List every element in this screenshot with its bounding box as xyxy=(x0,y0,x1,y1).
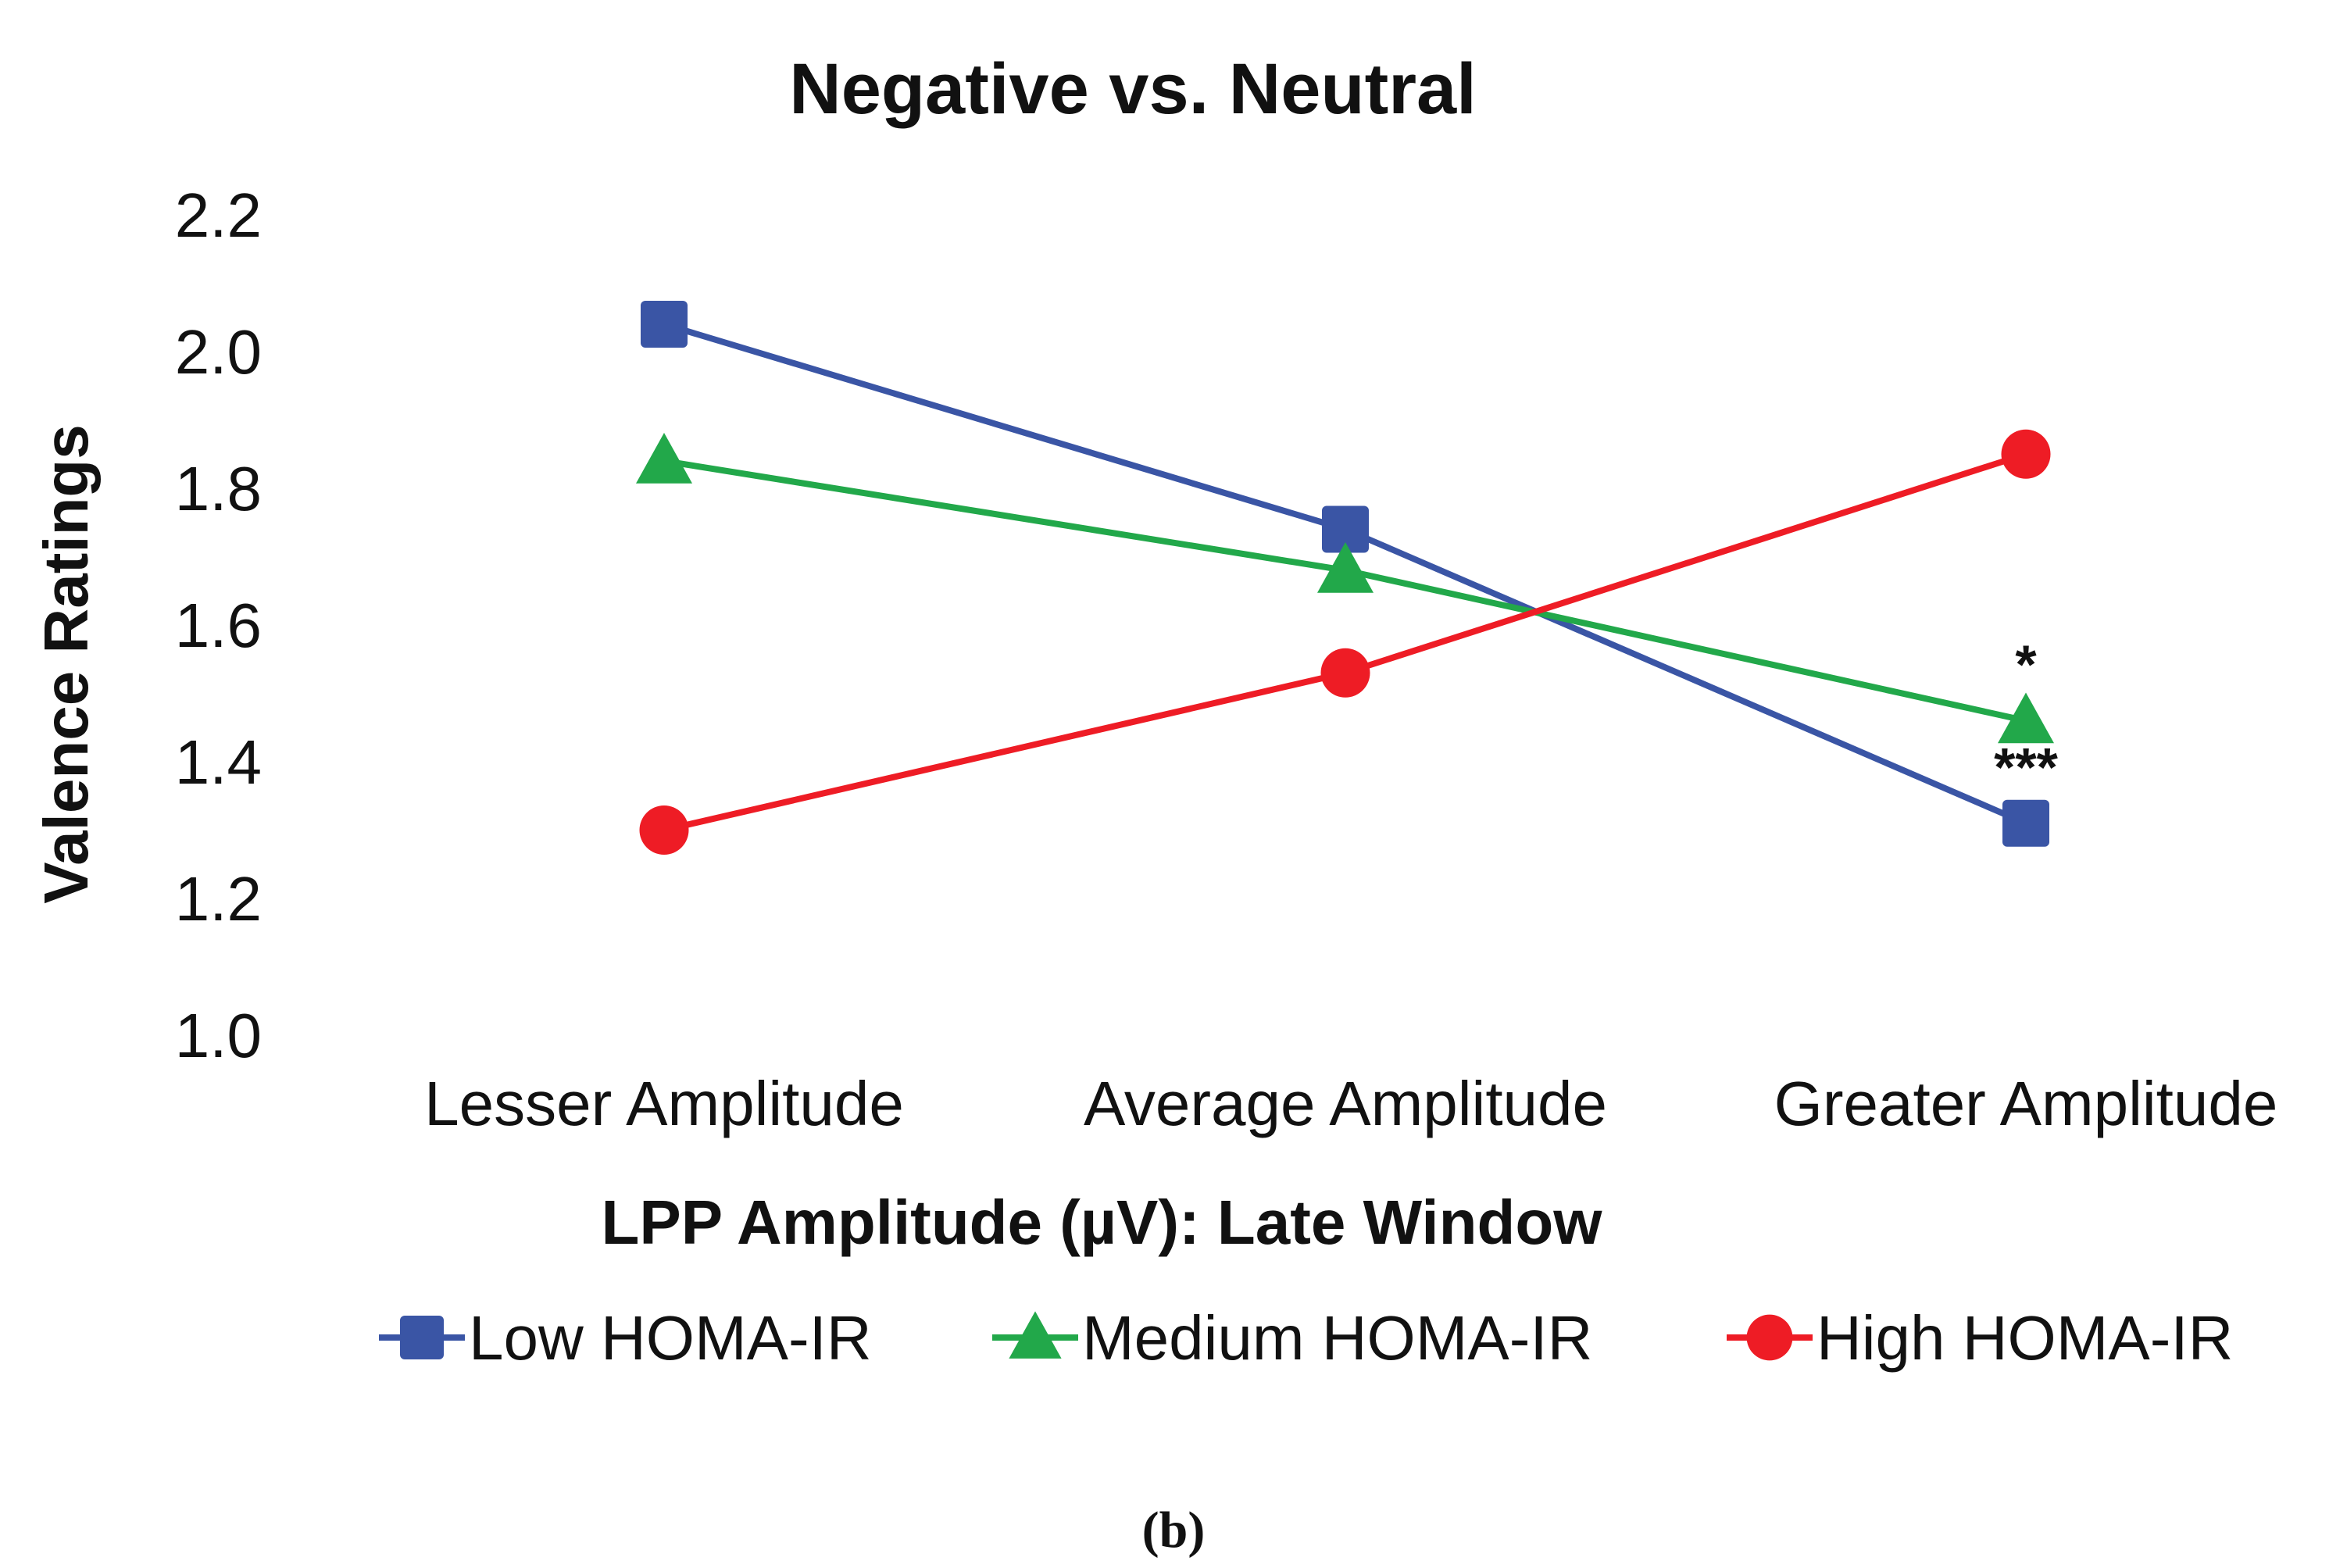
significance-annotations: **** xyxy=(1994,634,2058,798)
y-axis-label: Valence Ratings xyxy=(31,424,101,904)
data-point-medium-homa-ir xyxy=(1317,542,1374,593)
legend-item-low-homa-ir: Low HOMA-IR xyxy=(379,1303,872,1373)
chart-title: Negative vs. Neutral xyxy=(789,49,1476,129)
legend-marker xyxy=(1746,1314,1793,1361)
significance-marker: * xyxy=(2015,634,2037,695)
y-tick-label: 1.8 xyxy=(175,454,262,523)
data-point-high-homa-ir xyxy=(2001,429,2051,479)
y-tick-label: 1.4 xyxy=(175,727,262,797)
y-tick-label: 1.0 xyxy=(175,1001,262,1070)
series-high-homa-ir xyxy=(639,429,2051,855)
y-axis-ticks: 1.0 1.2 1.4 1.6 1.8 2.0 2.2 xyxy=(175,180,262,1070)
data-point-high-homa-ir xyxy=(639,805,689,855)
data-point-low-homa-ir xyxy=(1322,505,1369,553)
figure-caption: (b) xyxy=(1142,1502,1206,1559)
data-point-high-homa-ir xyxy=(1320,648,1370,698)
legend-label: Medium HOMA-IR xyxy=(1082,1303,1592,1373)
legend-item-medium-homa-ir: Medium HOMA-IR xyxy=(992,1303,1592,1373)
x-tick-label: Lesser Amplitude xyxy=(424,1069,904,1138)
x-tick-label: Greater Amplitude xyxy=(1774,1069,2278,1138)
legend-label: High HOMA-IR xyxy=(1817,1303,2233,1373)
data-point-medium-homa-ir xyxy=(636,433,692,484)
series-low-homa-ir xyxy=(641,301,2049,847)
series-medium-homa-ir xyxy=(636,433,2054,744)
data-point-low-homa-ir xyxy=(641,301,688,348)
plot-area xyxy=(636,301,2054,855)
y-tick-label: 2.2 xyxy=(175,180,262,250)
legend-marker xyxy=(1009,1311,1062,1359)
legend-marker xyxy=(400,1316,444,1359)
y-tick-label: 1.6 xyxy=(175,591,262,660)
legend-label: Low HOMA-IR xyxy=(469,1303,872,1373)
x-axis-label: LPP Amplitude (µV): Late Window xyxy=(602,1188,1603,1257)
x-tick-label: Average Amplitude xyxy=(1084,1069,1607,1138)
x-axis-ticks: Lesser Amplitude Average Amplitude Greater… xyxy=(424,1069,2277,1138)
significance-marker: *** xyxy=(1994,737,2058,798)
y-tick-label: 2.0 xyxy=(175,317,262,387)
legend-item-high-homa-ir: High HOMA-IR xyxy=(1727,1303,2233,1373)
data-point-medium-homa-ir xyxy=(1998,692,2054,744)
legend: Low HOMA-IR Medium HOMA-IR High HOMA-IR xyxy=(379,1303,2233,1373)
y-tick-label: 1.2 xyxy=(175,864,262,934)
data-point-low-homa-ir xyxy=(2002,799,2049,847)
